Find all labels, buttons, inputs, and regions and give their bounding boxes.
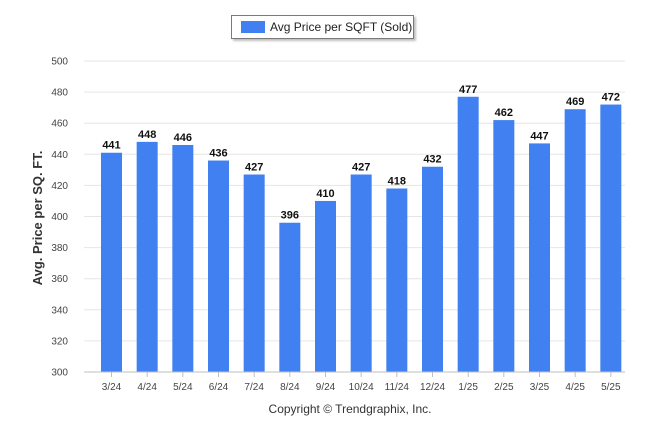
bar-9/24	[315, 200, 336, 372]
bar-6/24	[208, 160, 229, 372]
x-tick-label: 3/24	[102, 382, 122, 393]
y-axis-ticks: 300 320 340 360 380 400 420 440 460 480 500	[51, 57, 68, 379]
legend-label: Avg Price per SQFT (Sold)	[270, 20, 413, 34]
x-tick-label: 5/24	[173, 382, 193, 393]
y-tick-label: 420	[51, 181, 68, 192]
data-label: 447	[530, 130, 548, 142]
bar-5/25	[600, 104, 622, 372]
y-tick-label: 440	[51, 150, 68, 161]
data-label: 462	[495, 107, 513, 119]
data-labels: 441 448 446 436 427 396 410 427 418 432 477 462 447 4…	[102, 84, 620, 222]
data-label: 469	[566, 96, 584, 108]
legend-swatch	[241, 21, 265, 33]
y-tick-label: 480	[51, 88, 68, 99]
data-label: 427	[352, 162, 370, 174]
data-label: 410	[316, 188, 334, 200]
data-label: 441	[102, 140, 120, 152]
bar-3/25	[529, 143, 550, 372]
bar-5/24	[172, 144, 194, 372]
data-label: 418	[388, 176, 406, 188]
bar-3/24	[101, 152, 122, 372]
legend: Avg Price per SQFT (Sold)	[231, 15, 414, 39]
data-label: 427	[245, 162, 263, 174]
y-tick-label: 460	[51, 119, 68, 130]
y-tick-label: 300	[51, 368, 68, 379]
x-tick-label: 2/25	[494, 382, 514, 393]
bars	[101, 96, 622, 372]
data-label: 436	[209, 148, 227, 160]
bar-1/25	[457, 96, 479, 372]
y-axis-label: Avg. Price per SQ. FT.	[30, 151, 45, 286]
x-tick-label: 7/24	[244, 382, 264, 393]
x-tick-label: 5/25	[601, 382, 621, 393]
bar-7/24	[243, 174, 265, 372]
bar-4/24	[136, 141, 158, 372]
y-tick-label: 340	[51, 305, 68, 316]
data-label: 446	[174, 132, 192, 144]
data-label: 477	[459, 84, 477, 96]
x-tick-label: 10/24	[349, 382, 374, 393]
y-tick-label: 380	[51, 243, 68, 254]
data-label: 432	[423, 154, 441, 166]
x-tick-label: 1/25	[458, 382, 478, 393]
bar-2/25	[493, 120, 515, 372]
x-tick-label: 11/24	[385, 382, 410, 393]
x-tick-label: 4/25	[565, 382, 585, 393]
data-label: 472	[602, 92, 620, 104]
data-label: 396	[281, 210, 299, 222]
y-tick-label: 500	[51, 57, 68, 68]
x-tick-label: 8/24	[280, 382, 300, 393]
x-tick-label: 6/24	[209, 382, 229, 393]
x-axis-ticks: 3/24 4/24 5/24 6/24 7/24 8/24 9/24 10/24 11/24 12…	[102, 372, 621, 393]
x-tick-label: 3/25	[530, 382, 550, 393]
x-tick-label: 9/24	[316, 382, 336, 393]
bar-12/24	[422, 166, 443, 372]
y-tick-label: 320	[51, 336, 68, 347]
bar-4/25	[564, 109, 586, 372]
x-tick-label: 12/24	[420, 382, 445, 393]
bar-10/24	[350, 174, 372, 372]
y-tick-label: 400	[51, 212, 68, 223]
y-tick-label: 360	[51, 274, 68, 285]
bar-8/24	[279, 222, 301, 372]
copyright-footer: Copyright © Trendgraphix, Inc.	[269, 402, 432, 416]
data-label: 448	[138, 129, 156, 141]
bar-11/24	[386, 188, 408, 372]
x-tick-label: 4/24	[137, 382, 157, 393]
